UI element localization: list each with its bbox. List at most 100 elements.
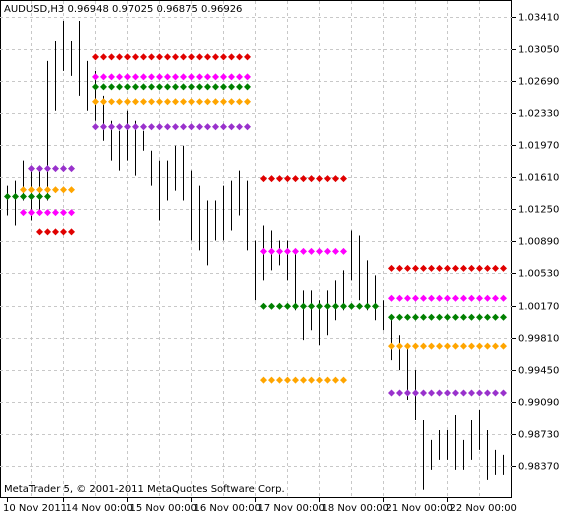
level-dot [220, 73, 227, 81]
level-dot [316, 247, 323, 255]
level-dot [116, 123, 123, 131]
level-dot [340, 302, 347, 310]
level-dot [116, 73, 123, 81]
level-dot [164, 73, 171, 81]
level-dot [236, 98, 243, 106]
level-dot [332, 175, 339, 183]
level-dot [412, 294, 419, 302]
level-dot [132, 73, 139, 81]
y-tick-label: 0.99090 [518, 398, 559, 409]
level-dot [396, 264, 403, 272]
level-dot [180, 123, 187, 131]
level-dot [116, 98, 123, 106]
level-dot [492, 264, 499, 272]
level-dot [412, 313, 419, 321]
level-dot [316, 302, 323, 310]
level-dot [164, 53, 171, 61]
level-dot [260, 376, 267, 384]
level-dot [20, 186, 27, 194]
level-dot [460, 389, 467, 397]
level-dot [348, 302, 355, 310]
level-dot [468, 313, 475, 321]
level-dot [36, 193, 43, 201]
level-dot [420, 264, 427, 272]
level-dot [372, 302, 379, 310]
level-dot [292, 247, 299, 255]
level-dot [164, 123, 171, 131]
level-dot [204, 83, 211, 91]
level-dot [500, 313, 507, 321]
chart-title: AUDUSD,H3 0.96948 0.97025 0.96875 0.9692… [4, 4, 242, 15]
y-tick-label: 0.99810 [518, 334, 559, 345]
level-dot [172, 83, 179, 91]
level-dot [228, 123, 235, 131]
level-dot [284, 302, 291, 310]
x-tick-label: 16 Nov 00:00 [194, 503, 261, 514]
level-dot [308, 302, 315, 310]
level-dot [108, 123, 115, 131]
level-dot [340, 175, 347, 183]
level-dot [220, 123, 227, 131]
level-dot [332, 302, 339, 310]
level-dot [204, 53, 211, 61]
level-dot [140, 123, 147, 131]
level-dot [260, 302, 267, 310]
x-tick-label: 10 Nov 2011 [3, 503, 67, 514]
level-dot [92, 83, 99, 91]
level-dot [468, 294, 475, 302]
level-dot [228, 53, 235, 61]
level-dot [196, 123, 203, 131]
level-dot [452, 294, 459, 302]
y-tick-label: 1.03050 [518, 45, 559, 56]
level-dot [396, 389, 403, 397]
level-dot [124, 123, 131, 131]
level-dot [100, 73, 107, 81]
level-dot [36, 165, 43, 173]
level-dot [300, 376, 307, 384]
level-dot [156, 123, 163, 131]
level-dot [124, 53, 131, 61]
level-dot [268, 247, 275, 255]
level-dot [68, 165, 75, 173]
level-dot [156, 53, 163, 61]
level-dot [316, 175, 323, 183]
level-dot [300, 302, 307, 310]
level-dot [476, 313, 483, 321]
level-dot [132, 83, 139, 91]
level-dot [260, 175, 267, 183]
level-dot [28, 209, 35, 217]
level-dot [276, 376, 283, 384]
level-dot [140, 98, 147, 106]
level-dot [484, 264, 491, 272]
level-dot [436, 389, 443, 397]
level-dot [452, 389, 459, 397]
y-tick-label: 1.00170 [518, 302, 559, 313]
level-dot [156, 98, 163, 106]
level-dot [180, 53, 187, 61]
level-dot [444, 342, 451, 350]
level-dot [412, 342, 419, 350]
y-tick-label: 1.00890 [518, 237, 559, 248]
level-dot [4, 193, 11, 201]
level-dot [92, 123, 99, 131]
level-dot [220, 83, 227, 91]
level-dot [172, 53, 179, 61]
level-dot [404, 342, 411, 350]
level-dot [124, 73, 131, 81]
level-dot [444, 389, 451, 397]
level-dot [116, 83, 123, 91]
level-dot [420, 342, 427, 350]
level-dot [204, 73, 211, 81]
level-dot [60, 228, 67, 236]
level-dot [116, 53, 123, 61]
level-dot [500, 342, 507, 350]
level-dot [60, 209, 67, 217]
level-dot [52, 186, 59, 194]
level-dot [188, 83, 195, 91]
level-dot [292, 175, 299, 183]
level-dot [68, 209, 75, 217]
level-dot [460, 313, 467, 321]
level-dot [244, 53, 251, 61]
level-dot [492, 389, 499, 397]
level-dot [332, 376, 339, 384]
